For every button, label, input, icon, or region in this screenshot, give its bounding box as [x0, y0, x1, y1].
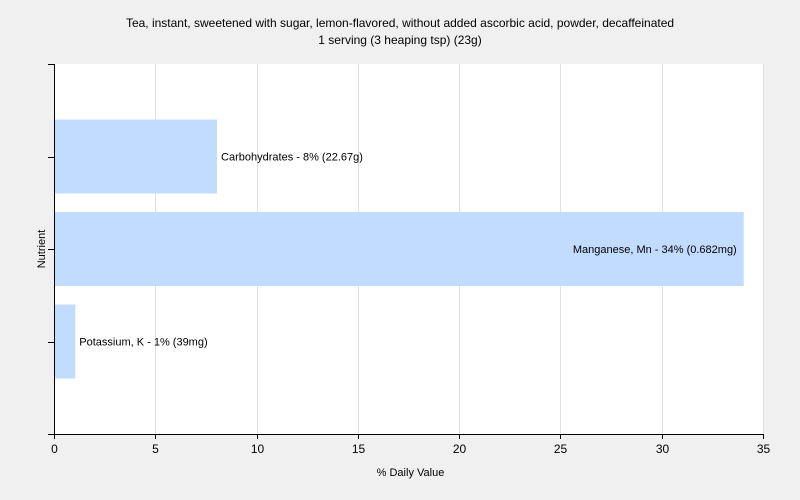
chart-subtitle: 1 serving (3 heaping tsp) (23g)	[318, 33, 482, 47]
bar	[55, 119, 218, 194]
data-label: Potassium, K - 1% (39mg)	[79, 337, 207, 349]
x-tick-label: 30	[656, 442, 670, 456]
x-tick-label: 15	[352, 442, 366, 456]
x-tick-label: 20	[453, 442, 467, 456]
chart-title: Tea, instant, sweetened with sugar, lemo…	[125, 16, 675, 30]
x-tick-label: 0	[51, 442, 58, 456]
data-label: Carbohydrates - 8% (22.67g)	[221, 152, 363, 164]
x-tick-label: 35	[757, 442, 771, 456]
bar	[55, 304, 76, 379]
x-axis-title: % Daily Value	[377, 467, 445, 479]
x-tick-label: 10	[251, 442, 265, 456]
y-axis-title: Nutrient	[36, 230, 48, 269]
x-tick-label: 25	[554, 442, 568, 456]
bar	[55, 212, 744, 286]
x-tick-label: 5	[152, 442, 159, 456]
data-label: Manganese, Mn - 34% (0.682mg)	[573, 244, 737, 256]
